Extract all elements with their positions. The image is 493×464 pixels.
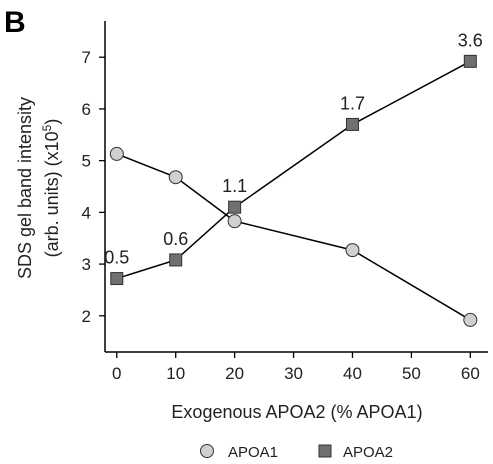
y-tick-label: 2 <box>82 307 91 326</box>
ticks-layer: 0 10 20 30 40 50 60 2 3 4 5 6 7 <box>82 48 480 383</box>
data-label-apoa2: 0.6 <box>163 229 188 249</box>
y-tick-label: 7 <box>82 48 91 67</box>
data-point-apoa1 <box>109 146 124 161</box>
x-tick-label: 40 <box>343 364 362 383</box>
y-tick-label: 4 <box>82 203 91 222</box>
data-point-apoa2 <box>463 54 477 68</box>
data-point-apoa1 <box>227 214 242 229</box>
data-label-apoa2: 1.1 <box>222 176 247 196</box>
legend-marker-apoa2 <box>318 444 332 458</box>
x-tick-label: 20 <box>225 364 244 383</box>
data-point-apoa2 <box>169 253 183 267</box>
y-axis-title: SDS gel band intensity (arb. units) (x10… <box>15 97 62 279</box>
lines-layer <box>116 60 471 321</box>
legend-label-apoa1: APOA1 <box>228 444 278 461</box>
x-axis-title: Exogenous APOA2 (% APOA1) <box>171 402 422 422</box>
x-tick-label: 30 <box>284 364 303 383</box>
x-tick-label: 50 <box>402 364 421 383</box>
legend-label-apoa2: APOA2 <box>343 444 393 461</box>
markers-layer <box>109 54 478 327</box>
data-label-apoa2: 3.6 <box>458 30 483 50</box>
panel-label: B <box>4 6 26 39</box>
data-point-apoa2 <box>228 200 242 214</box>
y-axis-title-line2: (arb. units) (x105) <box>40 119 62 258</box>
legend-marker-apoa1 <box>200 444 214 458</box>
data-point-apoa1 <box>463 312 478 327</box>
x-tick-label: 60 <box>461 364 480 383</box>
legend: APOA1 APOA2 <box>200 444 393 461</box>
data-label-apoa2: 1.7 <box>340 93 365 113</box>
x-tick-label: 10 <box>166 364 185 383</box>
data-label-apoa2: 0.5 <box>104 248 129 268</box>
data-labels-layer: 0.5 0.6 1.1 1.7 3.6 <box>104 30 483 267</box>
data-point-apoa2 <box>110 272 124 286</box>
data-point-apoa2 <box>345 117 359 131</box>
data-point-apoa1 <box>168 170 183 185</box>
x-tick-label: 0 <box>112 364 121 383</box>
y-axis-title-superscript: 5 <box>40 124 54 131</box>
y-axis-title-close: ) <box>42 119 62 125</box>
y-tick-label: 5 <box>82 152 91 171</box>
y-tick-label: 6 <box>82 100 91 119</box>
y-axis-title-line1: SDS gel band intensity <box>15 97 35 279</box>
y-tick-label: 3 <box>82 255 91 274</box>
y-axis-title-line2-main: (arb. units) (x10 <box>42 131 62 257</box>
data-point-apoa1 <box>345 243 360 258</box>
